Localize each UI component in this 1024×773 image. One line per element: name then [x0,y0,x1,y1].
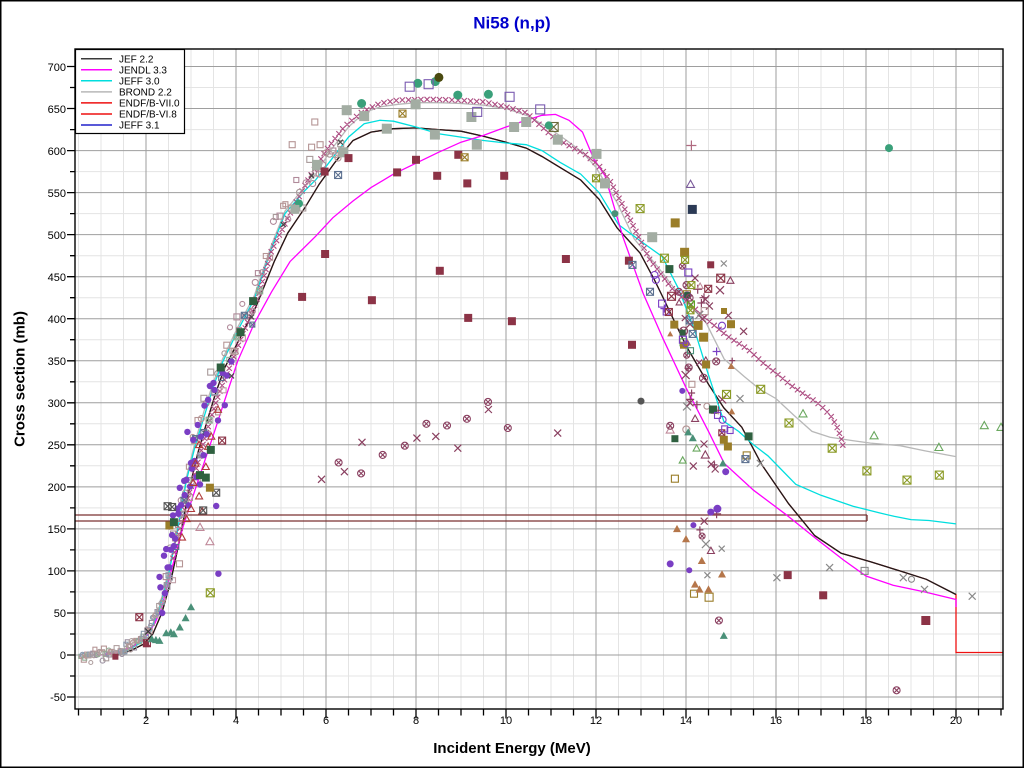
svg-text:-50: -50 [50,692,66,704]
svg-text:600: 600 [48,146,66,158]
svg-text:4: 4 [233,715,239,727]
svg-text:2: 2 [143,715,149,727]
svg-text:650: 650 [48,104,66,116]
svg-text:350: 350 [48,356,66,368]
svg-text:Incident Energy (MeV): Incident Energy (MeV) [433,740,591,757]
svg-text:JEFF 3.1: JEFF 3.1 [119,121,160,132]
svg-text:14: 14 [680,715,692,727]
svg-text:8: 8 [413,715,419,727]
svg-text:0: 0 [60,650,66,662]
svg-text:Ni58 (n,p): Ni58 (n,p) [473,14,550,33]
svg-text:18: 18 [860,715,872,727]
svg-text:JENDL 3.3: JENDL 3.3 [119,65,167,76]
svg-text:100: 100 [48,566,66,578]
svg-text:Cross section (mb): Cross section (mb) [12,311,29,447]
svg-text:JEF 2.2: JEF 2.2 [119,54,154,65]
svg-text:20: 20 [950,715,962,727]
svg-text:ENDF/B-VII.0: ENDF/B-VII.0 [119,99,180,110]
svg-text:16: 16 [770,715,782,727]
svg-text:550: 550 [48,188,66,200]
svg-text:400: 400 [48,314,66,326]
svg-text:200: 200 [48,482,66,494]
svg-text:150: 150 [48,524,66,536]
svg-text:300: 300 [48,398,66,410]
svg-text:700: 700 [48,62,66,74]
svg-text:6: 6 [323,715,329,727]
svg-text:12: 12 [590,715,602,727]
svg-text:450: 450 [48,272,66,284]
svg-text:250: 250 [48,440,66,452]
svg-text:50: 50 [54,608,66,620]
svg-text:10: 10 [500,715,512,727]
svg-text:ENDF/B-VI.8: ENDF/B-VI.8 [119,110,177,121]
svg-text:JEFF 3.0: JEFF 3.0 [119,76,160,87]
svg-text:BROND 2.2: BROND 2.2 [119,88,172,99]
svg-text:500: 500 [48,230,66,242]
